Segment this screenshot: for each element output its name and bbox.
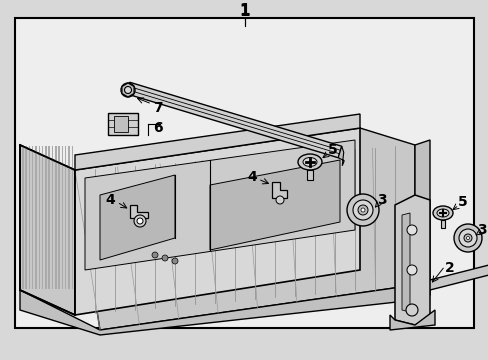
- Polygon shape: [22, 146, 23, 289]
- Circle shape: [162, 255, 168, 261]
- Polygon shape: [75, 128, 414, 330]
- Text: 1: 1: [239, 4, 250, 18]
- Polygon shape: [209, 160, 339, 250]
- Polygon shape: [68, 146, 70, 289]
- Polygon shape: [338, 146, 344, 166]
- Polygon shape: [271, 182, 286, 198]
- Polygon shape: [52, 146, 53, 289]
- Polygon shape: [61, 146, 63, 289]
- Polygon shape: [41, 146, 43, 289]
- Polygon shape: [75, 128, 359, 315]
- Polygon shape: [48, 146, 50, 289]
- Polygon shape: [108, 113, 138, 135]
- Polygon shape: [122, 83, 134, 97]
- Polygon shape: [55, 146, 57, 289]
- Polygon shape: [126, 82, 341, 158]
- Polygon shape: [394, 195, 429, 325]
- Text: 3: 3: [476, 223, 486, 237]
- Polygon shape: [401, 213, 409, 312]
- Polygon shape: [32, 146, 33, 289]
- Circle shape: [360, 208, 364, 212]
- Text: 4: 4: [246, 170, 256, 184]
- Circle shape: [124, 86, 131, 94]
- Circle shape: [121, 83, 135, 97]
- Text: 4: 4: [105, 193, 115, 207]
- Text: 5: 5: [327, 143, 337, 157]
- Polygon shape: [130, 205, 148, 218]
- Polygon shape: [35, 146, 37, 289]
- Circle shape: [406, 265, 416, 275]
- Circle shape: [152, 252, 158, 258]
- Polygon shape: [85, 140, 354, 270]
- Polygon shape: [440, 220, 444, 228]
- Circle shape: [453, 224, 481, 252]
- Polygon shape: [20, 285, 414, 335]
- Text: 2: 2: [444, 261, 454, 275]
- Ellipse shape: [303, 158, 316, 166]
- Polygon shape: [414, 140, 429, 300]
- Polygon shape: [45, 146, 46, 289]
- Circle shape: [466, 237, 468, 239]
- Text: 7: 7: [153, 101, 163, 115]
- Circle shape: [275, 196, 284, 204]
- Polygon shape: [58, 146, 60, 289]
- Polygon shape: [71, 146, 73, 289]
- Polygon shape: [306, 170, 312, 180]
- Polygon shape: [75, 114, 359, 170]
- Polygon shape: [28, 146, 30, 289]
- Circle shape: [458, 229, 476, 247]
- Polygon shape: [100, 175, 175, 260]
- Polygon shape: [65, 146, 66, 289]
- Text: 5: 5: [457, 195, 467, 209]
- Ellipse shape: [432, 206, 452, 220]
- Polygon shape: [414, 265, 488, 295]
- Circle shape: [172, 258, 178, 264]
- Circle shape: [134, 215, 146, 227]
- Circle shape: [137, 218, 142, 224]
- Ellipse shape: [297, 154, 321, 170]
- Polygon shape: [20, 145, 75, 315]
- Polygon shape: [25, 146, 27, 289]
- Circle shape: [406, 225, 416, 235]
- Text: 3: 3: [376, 193, 386, 207]
- Circle shape: [346, 194, 378, 226]
- Circle shape: [463, 234, 471, 242]
- Polygon shape: [39, 146, 40, 289]
- Polygon shape: [389, 310, 434, 330]
- Text: 1: 1: [239, 3, 250, 18]
- Circle shape: [357, 205, 367, 215]
- Circle shape: [405, 304, 417, 316]
- Text: 6: 6: [153, 121, 163, 135]
- Ellipse shape: [436, 209, 448, 217]
- Circle shape: [352, 200, 372, 220]
- Polygon shape: [114, 116, 128, 132]
- Bar: [15, 18, 473, 328]
